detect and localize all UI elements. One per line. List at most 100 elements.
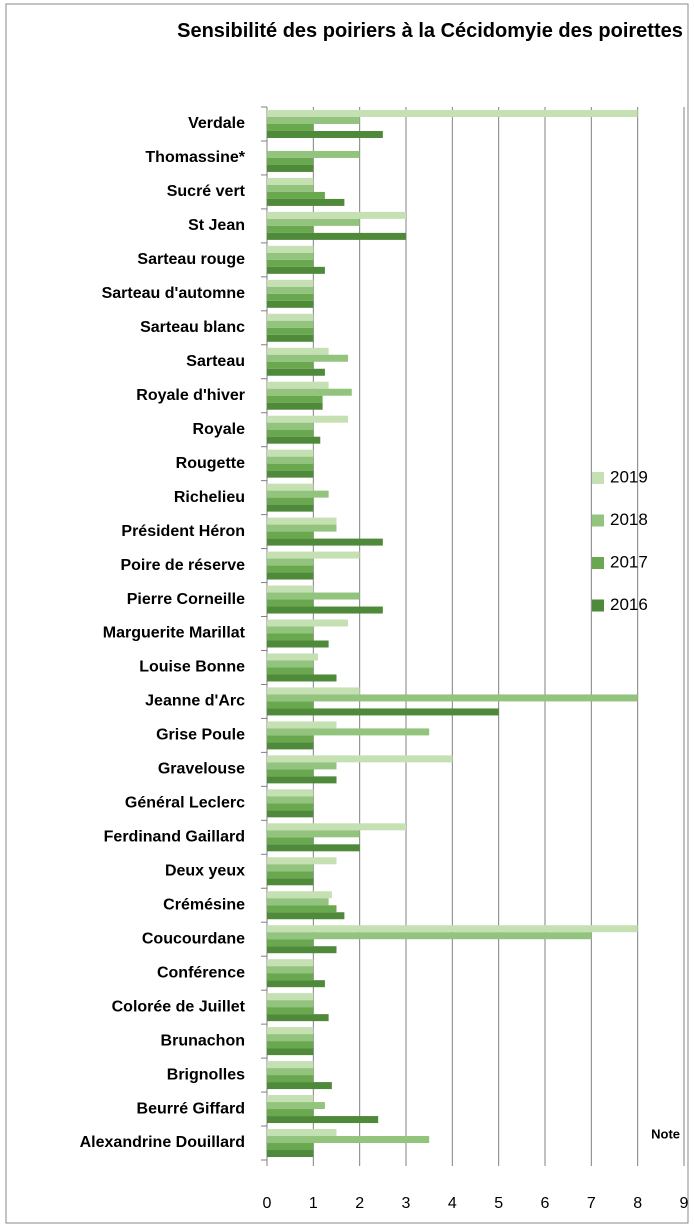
bar <box>267 211 406 219</box>
bar <box>267 565 314 573</box>
y-tick-label: Beurré Giffard <box>137 1100 245 1117</box>
y-tick-label: Sarteau blanc <box>140 319 245 336</box>
bar <box>267 558 314 566</box>
bar <box>267 191 325 199</box>
bar <box>267 1000 314 1008</box>
bar <box>267 898 329 906</box>
x-axis-label: Note <box>651 1126 680 1141</box>
y-tick-label: Sucré vert <box>167 183 246 200</box>
bar <box>267 259 314 267</box>
bar <box>267 708 499 716</box>
bar <box>267 116 360 124</box>
bar <box>267 300 314 308</box>
y-tick-label: Sarteau d'automne <box>102 285 245 302</box>
bar <box>267 946 337 954</box>
y-tick-label: Ferdinand Gaillard <box>104 829 245 846</box>
bar <box>267 463 314 471</box>
y-tick-label: Jeanne d'Arc <box>145 693 245 710</box>
bar <box>267 606 383 614</box>
bar <box>267 381 329 389</box>
y-tick-label: Richelieu <box>174 489 245 506</box>
bar <box>267 959 314 967</box>
bar <box>267 218 360 226</box>
y-tick-label: Brignolles <box>167 1066 245 1083</box>
bar <box>267 599 314 607</box>
bar <box>267 130 383 138</box>
bar <box>267 653 318 661</box>
bar <box>267 313 314 321</box>
bar <box>267 912 345 920</box>
y-tick-label: Pierre Corneille <box>127 591 245 608</box>
bar <box>267 592 360 600</box>
bar <box>267 844 360 852</box>
bar <box>267 1048 314 1056</box>
bar <box>267 327 314 335</box>
legend-swatch <box>592 514 604 527</box>
bar <box>267 687 360 695</box>
y-tick-label: Sarteau <box>186 353 245 370</box>
y-tick-label: Grise Poule <box>156 727 245 744</box>
bar <box>267 436 321 444</box>
bar <box>267 966 314 974</box>
bar <box>267 701 314 709</box>
bar <box>267 245 314 253</box>
y-tick-label: Royale <box>193 421 246 438</box>
bar <box>267 674 337 682</box>
bar <box>267 776 337 784</box>
bar <box>267 334 314 342</box>
y-tick-label: Alexandrine Douillard <box>80 1134 245 1151</box>
y-tick-label: Général Leclerc <box>125 795 245 812</box>
bar <box>267 742 314 750</box>
bar <box>267 735 314 743</box>
bar <box>267 388 352 396</box>
bar <box>267 837 314 845</box>
x-tick-label: 7 <box>587 1195 596 1212</box>
bar <box>267 347 329 355</box>
bar <box>267 449 314 457</box>
bar <box>267 667 314 675</box>
bar <box>267 830 360 838</box>
bar <box>267 504 314 512</box>
bar <box>267 857 337 865</box>
x-tick-label: 3 <box>402 1195 411 1212</box>
bar <box>267 395 323 403</box>
bar <box>267 1150 314 1158</box>
bar <box>267 980 325 988</box>
bar <box>267 109 638 117</box>
bar <box>267 497 314 505</box>
bar <box>267 660 314 668</box>
y-tick-label: Royale d'hiver <box>136 387 245 404</box>
bar <box>267 361 314 369</box>
legend-label: 2019 <box>610 467 648 486</box>
bar <box>267 232 406 240</box>
bar <box>267 470 314 478</box>
bar <box>267 626 314 634</box>
bar <box>267 1068 314 1076</box>
y-tick-label: Colorée de Juillet <box>112 998 246 1015</box>
bar <box>267 1041 314 1049</box>
bar <box>267 823 406 831</box>
y-tick-label: Marguerite Marillat <box>103 625 246 642</box>
bar <box>267 1136 430 1144</box>
y-tick-label: Président Héron <box>121 523 245 540</box>
y-tick-label: Brunachon <box>161 1032 245 1049</box>
bar <box>267 551 360 559</box>
bar <box>267 905 337 913</box>
bar <box>267 769 314 777</box>
bar <box>267 1027 314 1035</box>
y-tick-label: Sarteau rouge <box>137 251 245 268</box>
bar <box>267 177 314 185</box>
bar <box>267 789 314 797</box>
bar <box>267 225 314 233</box>
x-tick-label: 6 <box>541 1195 550 1212</box>
bar <box>267 728 430 736</box>
bar <box>267 422 314 430</box>
y-tick-label: Coucourdane <box>142 930 245 947</box>
bar <box>267 1143 314 1151</box>
bar <box>267 1014 329 1022</box>
bar <box>267 286 314 294</box>
bar <box>267 721 337 729</box>
bar <box>267 429 314 437</box>
bar <box>267 1034 314 1042</box>
